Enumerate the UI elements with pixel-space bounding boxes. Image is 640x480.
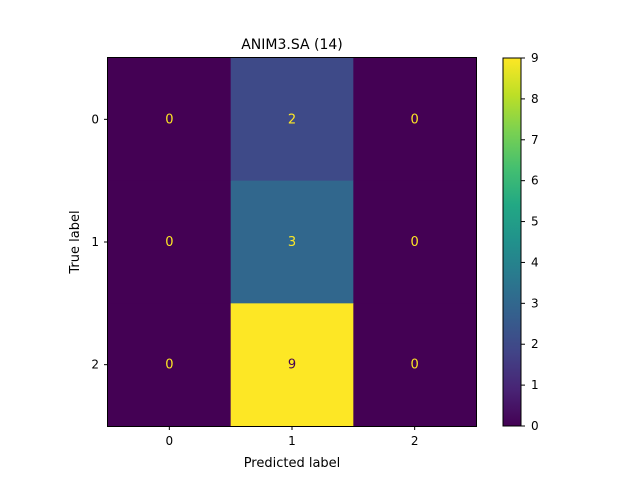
cell-value-label: 0 [165,112,173,127]
colorbar-tick-label: 8 [531,92,539,106]
colorbar-tick-label: 1 [531,378,539,392]
colorbar-tick-label: 0 [531,419,539,433]
colorbar-tick-label: 6 [531,174,539,188]
colorbar [502,57,522,427]
heatmap-cell [353,180,477,304]
chart-title: ANIM3.SA (14) [241,37,343,53]
heatmap-cell [108,58,232,182]
cell-value-labels: 0 2 0 0 3 0 0 9 0 [165,112,419,372]
cell-value-label: 9 [288,358,296,373]
y-tick-label: 2 [91,358,99,372]
cell-value-label: 3 [288,235,296,250]
heatmap-cell [108,303,232,427]
heatmap-cell [108,180,232,304]
colorbar-tick-label: 9 [531,51,539,65]
y-tick-label: 1 [91,235,99,249]
colorbar-tick-label: 4 [531,255,539,269]
colorbar-tick-label: 3 [531,296,539,310]
cell-value-label: 0 [411,358,419,373]
x-tick-label: 1 [288,434,296,448]
heatmap-cell [353,58,477,182]
cell-value-label: 0 [411,235,419,250]
x-axis-ticks: 0 1 2 [166,426,419,448]
y-axis-ticks: 0 1 2 [91,112,108,372]
heatmap-cell [230,180,354,304]
colorbar-tick-label: 2 [531,337,539,351]
x-axis-label: Predicted label [244,456,341,471]
cell-value-label: 0 [411,112,419,127]
cell-value-label: 0 [165,358,173,373]
x-tick-label: 0 [166,434,174,448]
y-axis-label: True label [68,210,83,274]
heatmap-cell [353,303,477,427]
y-tick-label: 0 [91,112,99,126]
colorbar-ticks: 0 1 2 3 4 5 6 7 8 9 [521,51,539,433]
heatmap-cell [230,58,354,182]
heatmap-cell [230,303,354,427]
cell-value-label: 2 [288,112,296,127]
cell-value-label: 0 [165,235,173,250]
colorbar-tick-label: 5 [531,215,539,229]
colorbar-tick-label: 7 [531,133,539,147]
heatmap-cells [108,58,477,427]
x-tick-label: 2 [411,434,419,448]
